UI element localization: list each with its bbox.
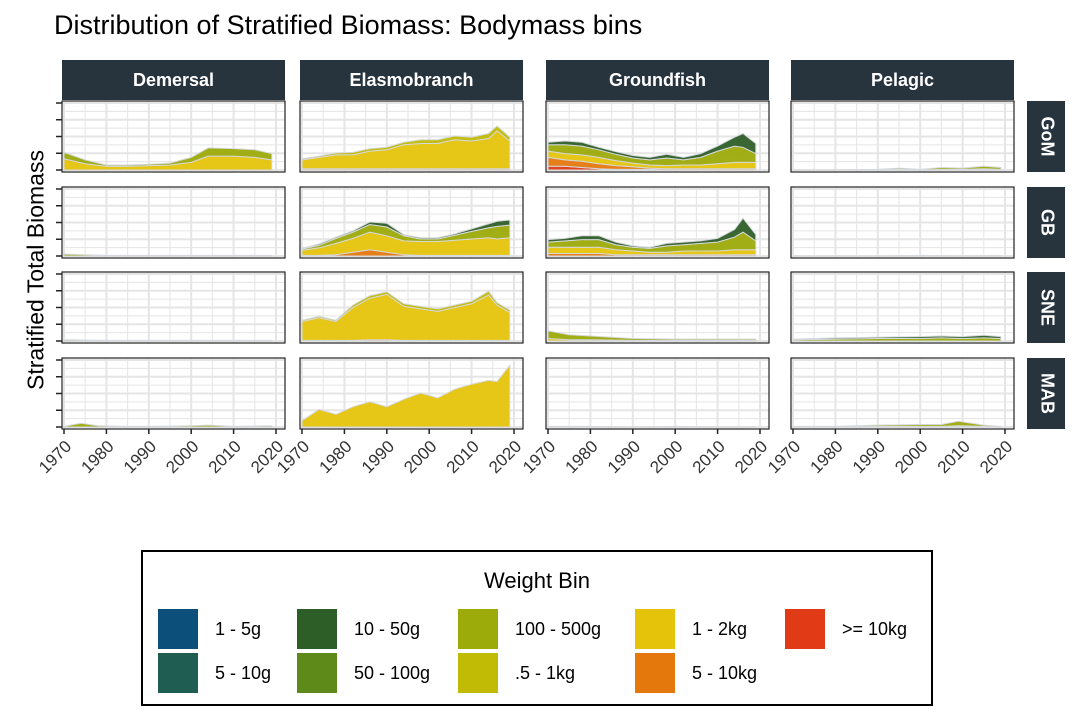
- facet-grid: Demersal Elasmobranch Groundfish Pelagic GoM…: [35, 60, 1065, 477]
- area-series: [547, 217, 757, 249]
- panel-border: [790, 186, 1015, 259]
- area-series: [547, 132, 757, 161]
- facet-strip-col: [791, 60, 1014, 100]
- area-series: [301, 290, 511, 323]
- facet-strip-col-label: Elasmobranch: [349, 70, 473, 90]
- x-tick-label: 1970: [35, 437, 75, 477]
- legend-item: .5 - 1kg: [457, 652, 575, 694]
- legend: Weight Bin 1 - 5g 5 - 10g 10 - 50g 50 - 100…: [141, 550, 933, 706]
- x-tick-label: 1980: [316, 437, 356, 477]
- legend-item: 100 - 500g: [457, 608, 601, 650]
- area-series: [301, 219, 511, 250]
- x-tick-label: 1990: [604, 437, 644, 477]
- legend-label: 100 - 500g: [515, 618, 602, 639]
- area-series: [792, 334, 1002, 341]
- facet-strip-row-label: GB: [1037, 209, 1057, 236]
- legend-swatch: [634, 652, 676, 694]
- x-tick-label: 2010: [689, 437, 729, 477]
- panel-border: [299, 357, 524, 430]
- area-series: [301, 125, 511, 161]
- panel-border: [299, 271, 524, 344]
- x-tick-label: 1990: [120, 437, 160, 477]
- panel-border: [545, 271, 770, 344]
- legend-swatch: [457, 608, 499, 650]
- legend-swatch: [457, 652, 499, 694]
- x-tick-label: 2000: [162, 437, 202, 477]
- x-tick-label: 2000: [400, 437, 440, 477]
- x-tick-label: 1980: [78, 437, 118, 477]
- x-tick-label: 2020: [731, 437, 771, 477]
- facet-strip-col: [62, 60, 285, 100]
- legend-swatch: [296, 652, 338, 694]
- facet-strip-row: [1027, 187, 1065, 258]
- panel-border: [790, 271, 1015, 344]
- legend-swatch: [634, 608, 676, 650]
- x-tick-label: 2000: [891, 437, 931, 477]
- facet-strip-col-label: Pelagic: [871, 70, 934, 90]
- legend-swatch: [296, 608, 338, 650]
- legend-swatch: [784, 608, 826, 650]
- x-tick-label: 2020: [976, 437, 1016, 477]
- x-tick-label: 2020: [485, 437, 525, 477]
- panel-border: [299, 186, 524, 259]
- x-tick-label: 2010: [443, 437, 483, 477]
- facet-strip-col: [300, 60, 523, 100]
- facet-strip-col: [546, 60, 769, 100]
- legend-item: 50 - 100g: [296, 652, 430, 694]
- area-series: [63, 147, 273, 167]
- legend-label: 5 - 10kg: [692, 662, 758, 683]
- panel-border: [545, 186, 770, 259]
- legend-item: 1 - 5g: [157, 608, 261, 650]
- x-tick-label: 1970: [519, 437, 559, 477]
- panel-border: [545, 100, 770, 173]
- area-series: [793, 254, 1002, 257]
- legend-item: >= 10kg: [784, 608, 907, 650]
- area-series: [793, 165, 1002, 171]
- area-series: [547, 330, 757, 341]
- area-series: [792, 420, 1002, 428]
- legend-label: .5 - 1kg: [515, 662, 576, 683]
- legend-item: 5 - 10g: [157, 652, 271, 694]
- facet-strip-col-label: Demersal: [133, 70, 214, 90]
- area-series: [63, 339, 273, 342]
- x-tick-label: 1990: [849, 437, 889, 477]
- facet-strip-row: [1027, 101, 1065, 172]
- panel-border: [299, 100, 524, 173]
- facet-strip-row: [1027, 358, 1065, 429]
- legend-label: 1 - 2kg: [692, 618, 748, 639]
- legend-label: 1 - 5g: [215, 618, 262, 639]
- x-tick-label: 2010: [205, 437, 245, 477]
- facet-strip-row: [1027, 272, 1065, 343]
- x-tick-label: 1970: [764, 437, 804, 477]
- legend-swatch: [157, 608, 199, 650]
- area-series: [63, 253, 273, 257]
- panel-border: [790, 100, 1015, 173]
- x-tick-label: 2000: [646, 437, 686, 477]
- x-tick-label: 1990: [358, 437, 398, 477]
- legend-item: 10 - 50g: [296, 608, 420, 650]
- x-tick-label: 1980: [562, 437, 602, 477]
- legend-label: 50 - 100g: [354, 662, 431, 683]
- facet-strip-col-label: Groundfish: [609, 70, 706, 90]
- legend-item: 5 - 10kg: [634, 652, 757, 694]
- chart-title: Distribution of Stratified Biomass: Body…: [54, 10, 643, 40]
- area-series: [63, 422, 273, 428]
- legend-label: >= 10kg: [842, 618, 908, 639]
- facet-strip-row-label: SNE: [1037, 289, 1057, 326]
- legend-title: Weight Bin: [484, 568, 590, 593]
- panel-border: [790, 357, 1015, 430]
- legend-swatch: [157, 652, 199, 694]
- legend-label: 5 - 10g: [215, 662, 272, 683]
- x-tick-label: 1980: [807, 437, 847, 477]
- area-series: [547, 425, 756, 428]
- x-tick-label: 2010: [934, 437, 974, 477]
- panel-border: [545, 357, 770, 430]
- facet-strip-row-label: GoM: [1037, 117, 1057, 157]
- legend-item: 1 - 2kg: [634, 608, 747, 650]
- area-series: [301, 363, 511, 428]
- facet-strip-row-label: MAB: [1037, 373, 1057, 414]
- legend-label: 10 - 50g: [354, 618, 421, 639]
